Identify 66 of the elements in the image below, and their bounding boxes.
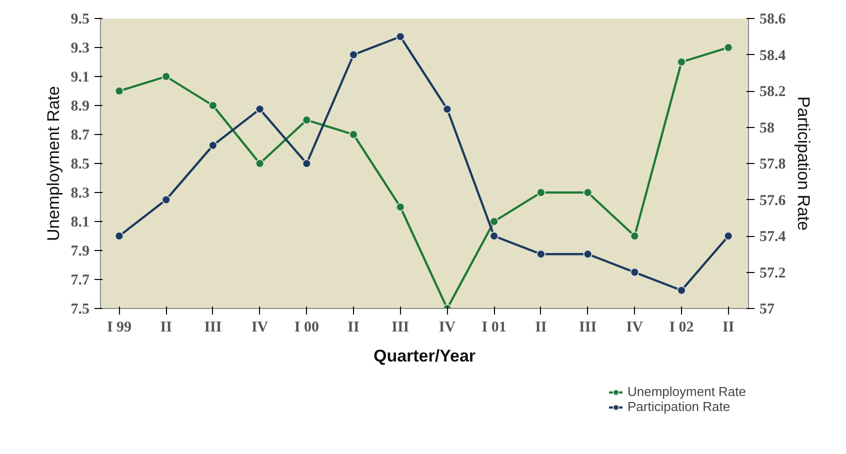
x-tick-label: IV (626, 320, 644, 336)
y2-tick-label: 58 (760, 120, 774, 136)
y2-tick-label: 58.6 (760, 12, 786, 28)
y-tick-label: 8.9 (70, 98, 90, 114)
point (724, 232, 733, 240)
y2-tick-label: 57 (760, 302, 775, 318)
point (583, 188, 592, 197)
legend-label: Participation Rate (628, 399, 730, 414)
x-tick-label: III (579, 320, 597, 336)
y2-axis-title: Participation Rate (794, 96, 813, 231)
point (162, 195, 171, 204)
point (349, 50, 358, 60)
x-tick-label: IV (438, 320, 456, 336)
point (536, 250, 546, 259)
point (396, 32, 405, 42)
y2-tick-label: 57.8 (760, 156, 786, 172)
point (255, 104, 264, 114)
point (630, 232, 640, 240)
x-tick-label: II (348, 320, 360, 336)
point (442, 104, 452, 114)
x-tick-label: I 02 (669, 320, 694, 336)
y-tick-label: 7.5 (70, 302, 90, 318)
point (677, 286, 686, 295)
y2-tick-label: 57.2 (760, 265, 786, 282)
y-tick-label: 8.1 (70, 214, 90, 230)
point (302, 159, 312, 168)
x-axis-title: Quarter/Year (373, 346, 476, 366)
y2-tick-label: 58.4 (760, 48, 786, 64)
y-tick-label: 8.7 (70, 128, 90, 144)
y2-tick-label: 57.4 (760, 229, 786, 245)
y2-tick-label: 58.2 (760, 84, 786, 100)
point (677, 58, 686, 66)
point (490, 232, 499, 240)
y-tick-label: 9.1 (70, 70, 90, 86)
point (349, 130, 358, 139)
x-tick-label: I 99 (106, 320, 132, 336)
y-tick-label: 7.9 (70, 244, 90, 260)
y-tick-label: 9.3 (70, 40, 90, 56)
point (208, 140, 218, 150)
point (208, 101, 218, 110)
point (583, 250, 592, 259)
point (255, 159, 264, 168)
y-tick-label: 9.5 (70, 12, 90, 28)
x-tick-label: IV (251, 320, 268, 336)
point (114, 232, 124, 240)
y-tick-label: 8.3 (70, 186, 90, 202)
x-tick-label: II (535, 320, 547, 336)
point (302, 116, 312, 124)
y2-tick-label: 57.6 (760, 192, 786, 209)
point (724, 43, 733, 52)
y-tick-label: 8.5 (70, 156, 90, 172)
point (536, 188, 546, 197)
x-tick-label: III (204, 320, 222, 336)
x-tick-label: II (160, 320, 172, 336)
point (396, 202, 405, 212)
x-tick-label: III (392, 320, 410, 336)
x-tick-label: II (722, 320, 734, 336)
point (490, 217, 499, 226)
y-tick-label: 7.7 (70, 272, 90, 288)
x-tick-label: I 01 (482, 320, 506, 336)
y-axis-title: Unemployment Rate (44, 86, 63, 241)
point (162, 72, 171, 81)
legend-label: Unemployment Rate (628, 384, 746, 399)
point (114, 86, 124, 96)
x-tick-label: I 00 (294, 320, 319, 336)
point (630, 268, 640, 277)
